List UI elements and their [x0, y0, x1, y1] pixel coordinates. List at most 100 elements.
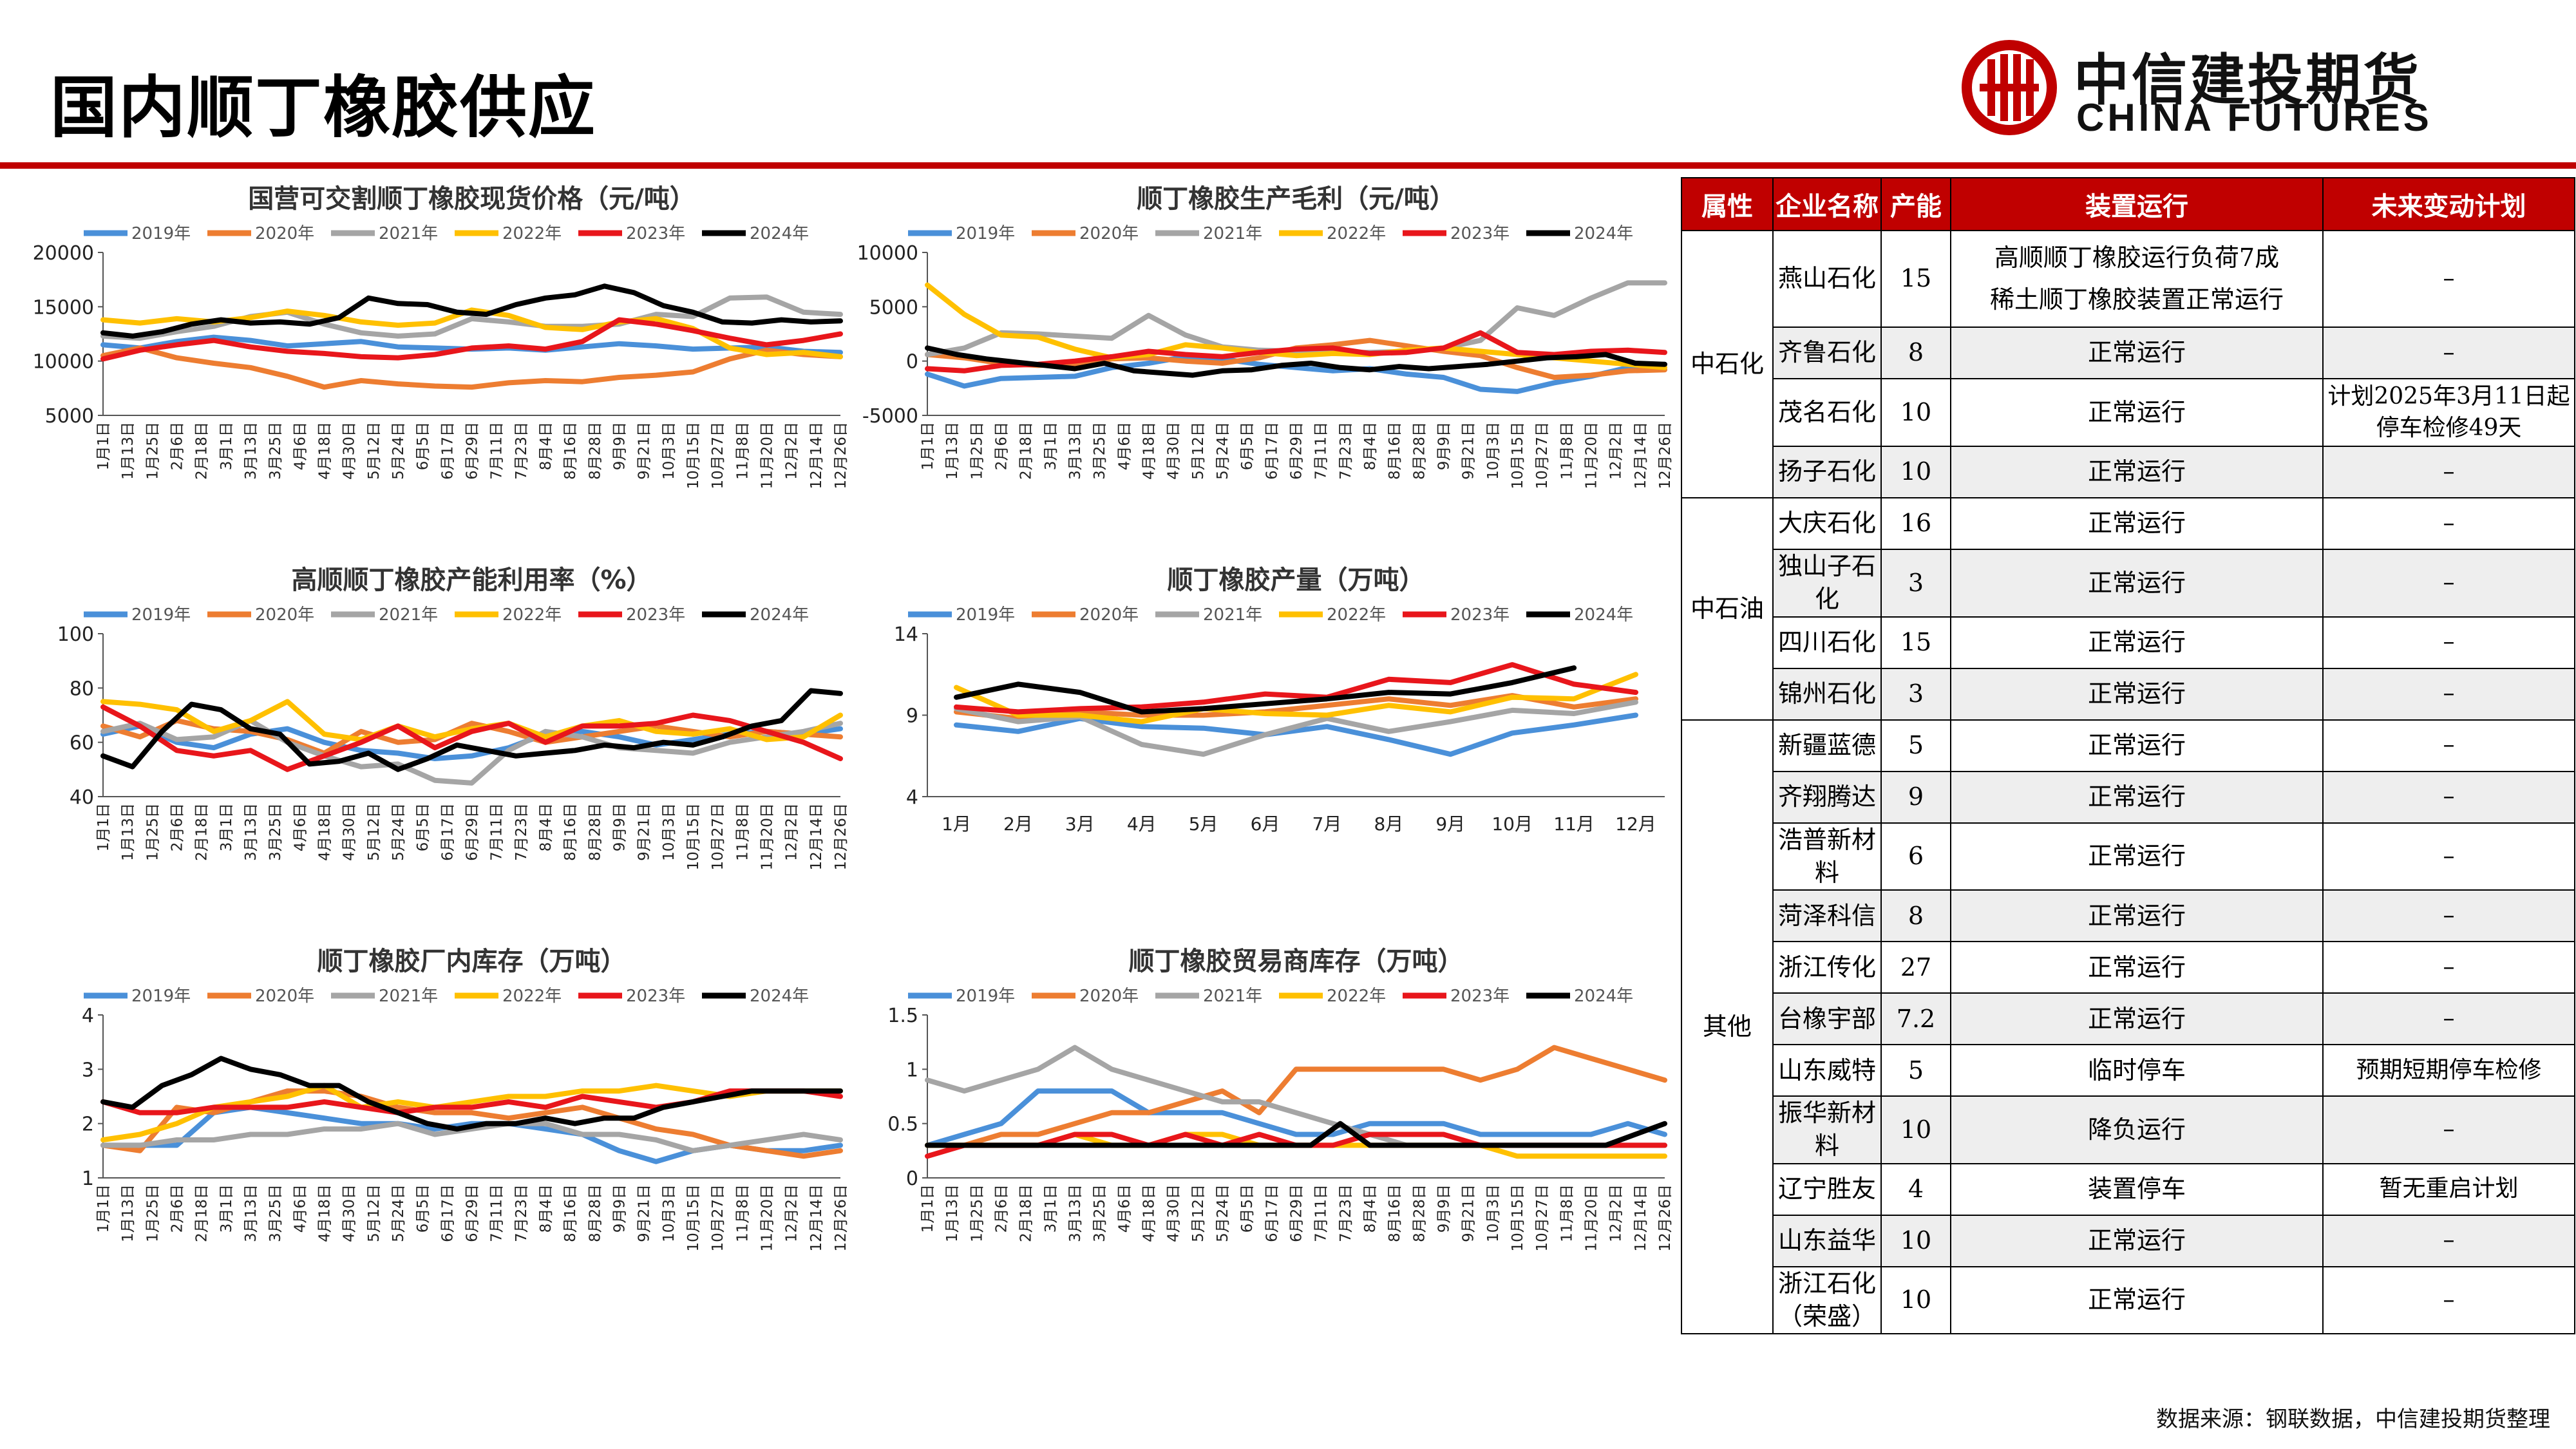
header-status: 装置运行 — [1950, 177, 2324, 231]
x-tick-label: 5月24日 — [390, 422, 407, 480]
company-name: 扬子石化 — [1772, 446, 1882, 498]
plan-cell: – — [2322, 1214, 2575, 1267]
capacity-value: 5 — [1880, 719, 1951, 772]
x-tick-label: 9月21日 — [636, 422, 653, 480]
logo-text-en: CHINA FUTURES — [2076, 96, 2432, 139]
x-tick-label: 12月26日 — [1657, 1184, 1674, 1252]
header-company: 企业名称 — [1772, 177, 1882, 231]
x-tick-label: 5月 — [1189, 813, 1218, 835]
capacity-value: 8 — [1880, 889, 1951, 943]
x-tick-label: 10月27日 — [710, 803, 726, 871]
x-tick-label: 6月17日 — [1264, 1184, 1280, 1242]
legend-label: 2021年 — [1203, 987, 1262, 1006]
x-tick-label: 6月29日 — [1289, 422, 1305, 480]
plan-cell: 预期短期停车检修 — [2322, 1044, 2575, 1097]
x-tick-label: 10月3日 — [1485, 1184, 1502, 1242]
plan-cell: – — [2322, 992, 2575, 1046]
y-tick-label: 5000 — [45, 405, 94, 428]
series-line-2019年 — [925, 1088, 1667, 1148]
x-tick-label: 12月2日 — [784, 1184, 800, 1242]
x-tick-label: 11月20日 — [759, 803, 776, 871]
capacity-value: 9 — [1880, 770, 1951, 824]
status-cell: 装置停车 — [1950, 1162, 2324, 1216]
y-tick-label: 0 — [906, 1168, 918, 1190]
x-tick-label: 8月16日 — [1387, 1184, 1403, 1242]
company-name: 台橡宇部 — [1772, 992, 1882, 1046]
legend-label: 2023年 — [626, 224, 685, 243]
status-cell: 正常运行 — [1950, 327, 2324, 379]
legend-label: 2021年 — [1203, 224, 1262, 243]
company-name: 浙江石化（荣盛） — [1772, 1265, 1882, 1335]
x-tick-label: 1月1日 — [920, 1184, 936, 1233]
x-tick-label: 4月30日 — [1166, 422, 1182, 480]
chart-title: 顺丁橡胶生产毛利（元/吨） — [1137, 184, 1455, 214]
x-tick-label: 3月25日 — [267, 803, 284, 861]
y-tick-label: 40 — [70, 786, 94, 809]
status-cell: 正常运行 — [1950, 446, 2324, 498]
x-tick-label: 11月8日 — [1558, 422, 1575, 480]
chart-title: 国营可交割顺丁橡胶现货价格（元/吨） — [248, 184, 696, 214]
capacity-value: 10 — [1880, 378, 1951, 447]
x-tick-label: 4月6日 — [292, 803, 308, 851]
capacity-value: 8 — [1880, 327, 1951, 379]
y-tick-label: 15000 — [33, 296, 94, 319]
x-tick-label: 2月 — [1003, 813, 1033, 835]
chart-svg: 顺丁橡胶贸易商库存（万吨） 2019年 2020年 2021年 2022年 2023年 20… — [887, 947, 1674, 1252]
status-line: 装置停车 — [2087, 1175, 2186, 1204]
table-row: 浙江传化 27 正常运行 – — [1681, 941, 2575, 994]
series-line-2024年 — [100, 688, 843, 772]
status-line: 正常运行 — [2087, 568, 2186, 597]
group-label: 其他 — [1681, 719, 1774, 1335]
x-tick-label: 7月11日 — [1313, 1184, 1330, 1242]
series-line-2019年 — [954, 712, 1638, 757]
x-tick-label: 12月26日 — [833, 422, 849, 489]
x-tick-label: 1月25日 — [144, 422, 161, 480]
chart-svg: 国营可交割顺丁橡胶现货价格（元/吨） 2019年 2020年 2021年 2022年 20… — [33, 184, 849, 489]
chart-title: 顺丁橡胶贸易商库存（万吨） — [1129, 947, 1464, 976]
table-row: 锦州石化 3 正常运行 – — [1681, 667, 2575, 721]
capacity-value: 10 — [1880, 1214, 1951, 1267]
chart-title: 顺丁橡胶厂内库存（万吨） — [317, 947, 627, 976]
x-tick-label: 3月13日 — [243, 1184, 260, 1242]
x-tick-label: 2月6日 — [169, 1184, 186, 1233]
y-tick-label: 0 — [906, 351, 918, 374]
legend-label: 2023年 — [1450, 224, 1510, 243]
x-tick-label: 1月1日 — [95, 1184, 112, 1233]
company-name: 山东威特 — [1772, 1044, 1882, 1097]
x-tick-label: 8月4日 — [538, 1184, 554, 1233]
status-line: 正常运行 — [2087, 782, 2186, 811]
header-attribute: 属性 — [1681, 177, 1774, 231]
header-capacity: 产能 — [1880, 177, 1951, 231]
chart-factory-inventory: 顺丁橡胶厂内库存（万吨） 2019年 2020年 2021年 2022年 2023年 202… — [26, 943, 850, 1323]
x-tick-label: 8月16日 — [1387, 422, 1403, 480]
group-label: 中石油 — [1681, 497, 1774, 721]
x-tick-label: 9月 — [1435, 813, 1465, 835]
status-line: 正常运行 — [2087, 1285, 2186, 1314]
status-line: 正常运行 — [2087, 842, 2186, 871]
table-row: 独山子石化 3 正常运行 – — [1681, 549, 2575, 618]
x-tick-label: 10月27日 — [1534, 1184, 1551, 1252]
x-tick-label: 1月 — [942, 813, 971, 835]
x-tick-label: 8月16日 — [562, 422, 579, 480]
status-cell: 正常运行 — [1950, 992, 2324, 1046]
x-tick-label: 1月13日 — [944, 422, 961, 480]
x-tick-label: 8月28日 — [587, 422, 603, 480]
x-tick-label: 3月 — [1065, 813, 1095, 835]
series-line-2024年 — [100, 283, 843, 339]
plan-cell: 计划2025年3月11日起停车检修49天 — [2322, 378, 2575, 447]
series-line-2023年 — [100, 704, 843, 772]
y-tick-label: -5000 — [862, 405, 918, 428]
plan-cell: 暂无重启计划 — [2322, 1162, 2575, 1216]
legend-label: 2020年 — [255, 605, 314, 625]
legend-label: 2024年 — [1574, 605, 1633, 625]
plan-cell: – — [2322, 667, 2575, 721]
x-tick-label: 5月12日 — [366, 803, 383, 861]
plan-cell: – — [2322, 327, 2575, 379]
x-tick-label: 9月9日 — [1436, 422, 1453, 470]
x-tick-label: 3月25日 — [1092, 1184, 1108, 1242]
series-line-2023年 — [925, 330, 1667, 374]
x-tick-label: 10月27日 — [710, 422, 726, 489]
status-line: 高顺顺丁橡胶运行负荷7成 — [1994, 243, 2280, 272]
series-line-2021年 — [100, 1121, 843, 1153]
legend-label: 2022年 — [502, 224, 562, 243]
